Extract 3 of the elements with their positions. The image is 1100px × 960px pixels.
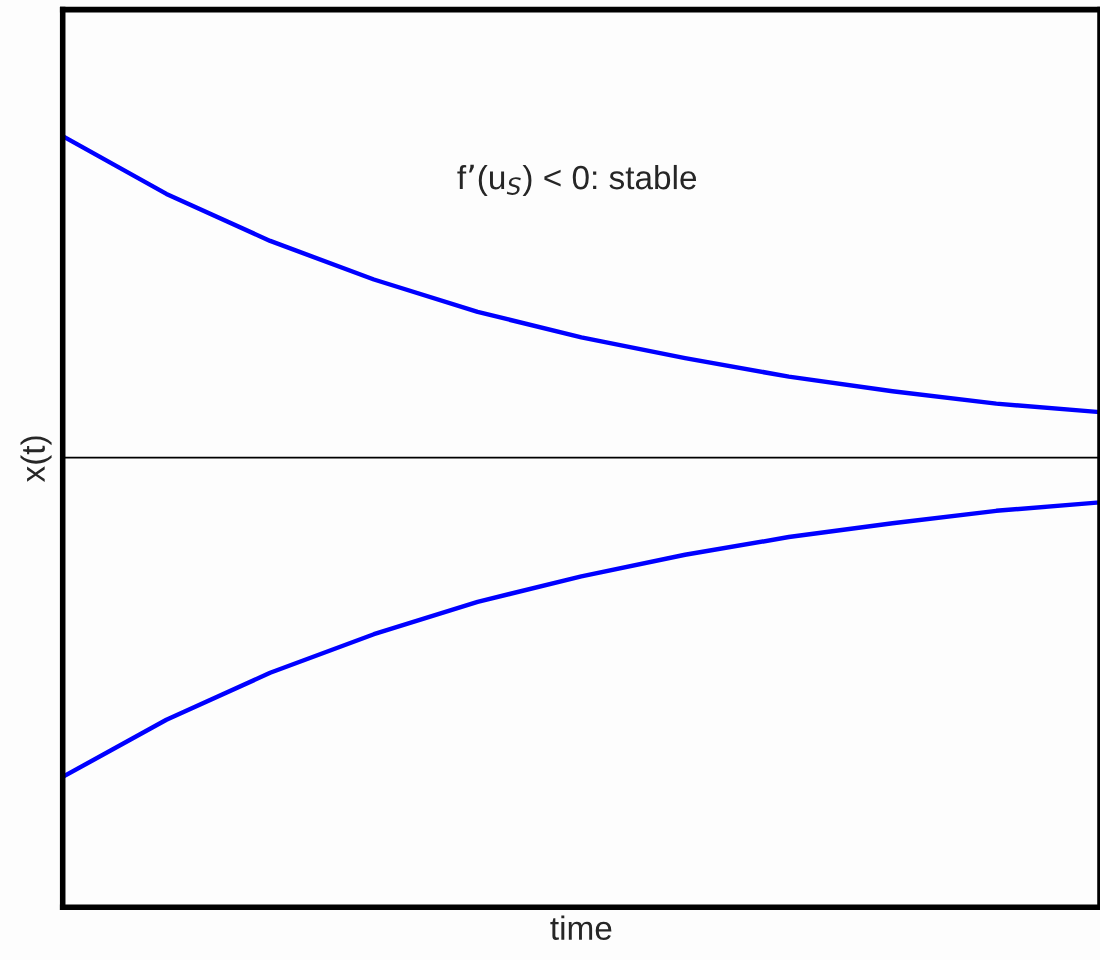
y-axis-title: x(t)	[20, 436, 52, 483]
x-axis-title: time	[550, 915, 612, 941]
annotation: f’(u$_{S}$) < 0: stable	[457, 164, 697, 196]
